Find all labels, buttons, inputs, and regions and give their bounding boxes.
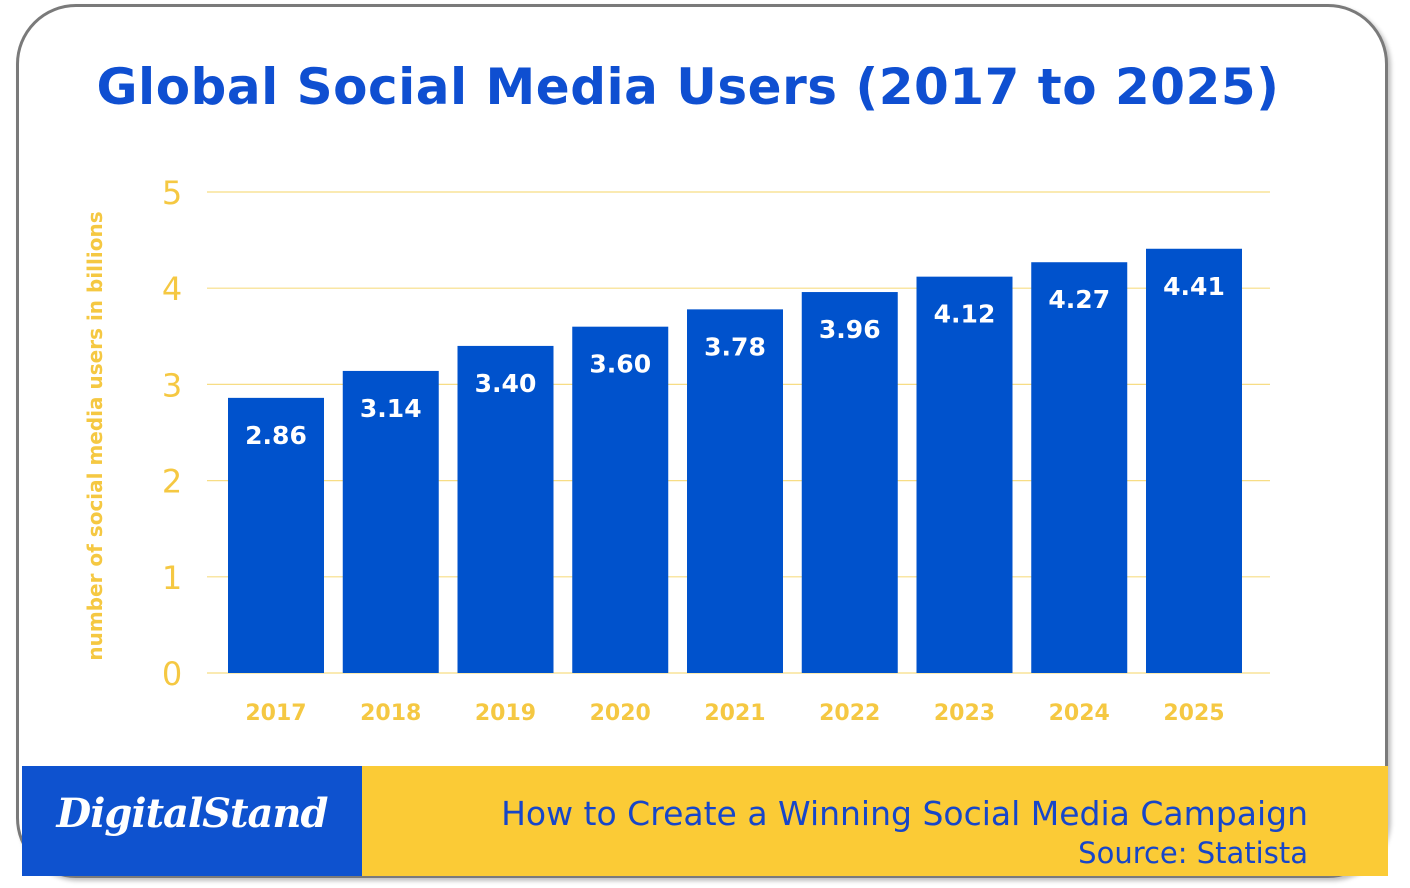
y-tick-label: 2 xyxy=(162,463,182,501)
bar-value-label: 3.40 xyxy=(475,369,537,398)
bar-value-label: 2.86 xyxy=(245,421,307,450)
bar-chart: 0 1 2 3 4 5 number of social media users in bi… xyxy=(83,174,1270,726)
bar-value-label: 3.78 xyxy=(704,332,766,361)
bar xyxy=(457,345,554,673)
bar xyxy=(916,276,1013,673)
x-tick-label: 2018 xyxy=(360,701,421,726)
bar-value-label: 4.27 xyxy=(1048,285,1110,314)
bar-value-label: 3.14 xyxy=(360,394,422,423)
x-tick-label: 2021 xyxy=(704,701,765,726)
x-tick-label: 2017 xyxy=(245,701,306,726)
footer-info-panel xyxy=(362,766,1388,876)
footer-article-title: How to Create a Winning Social Media Cam… xyxy=(501,794,1308,833)
bar xyxy=(342,370,439,673)
x-tick-label: 2019 xyxy=(475,701,536,726)
digitalstand-logo: DigitalStand xyxy=(56,790,329,837)
bar xyxy=(572,326,669,673)
y-tick-label: 0 xyxy=(162,655,182,693)
footer-source: Source: Statista xyxy=(1078,836,1308,870)
bar-value-label: 4.41 xyxy=(1163,272,1225,301)
footer-logo-panel xyxy=(22,766,362,876)
chart-title: Global Social Media Users (2017 to 2025) xyxy=(96,58,1280,116)
bar xyxy=(801,292,898,673)
y-axis-label: number of social media users in billions xyxy=(83,211,107,660)
bar xyxy=(1146,248,1242,673)
bar xyxy=(1031,262,1128,673)
x-tick-label: 2022 xyxy=(819,701,880,726)
bar xyxy=(228,397,324,673)
y-tick-label: 5 xyxy=(162,174,182,212)
bar-value-label: 3.96 xyxy=(819,315,881,344)
bar-value-label: 3.60 xyxy=(589,350,651,379)
x-tick-label: 2024 xyxy=(1049,701,1110,726)
bar xyxy=(687,309,783,673)
bar-value-label: 4.12 xyxy=(934,300,996,329)
x-tick-label: 2023 xyxy=(934,701,995,726)
y-tick-label: 1 xyxy=(162,559,182,597)
x-tick-label: 2020 xyxy=(590,701,651,726)
x-tick-label: 2025 xyxy=(1163,701,1224,726)
y-tick-label: 4 xyxy=(162,270,182,308)
y-tick-label: 3 xyxy=(162,366,182,404)
